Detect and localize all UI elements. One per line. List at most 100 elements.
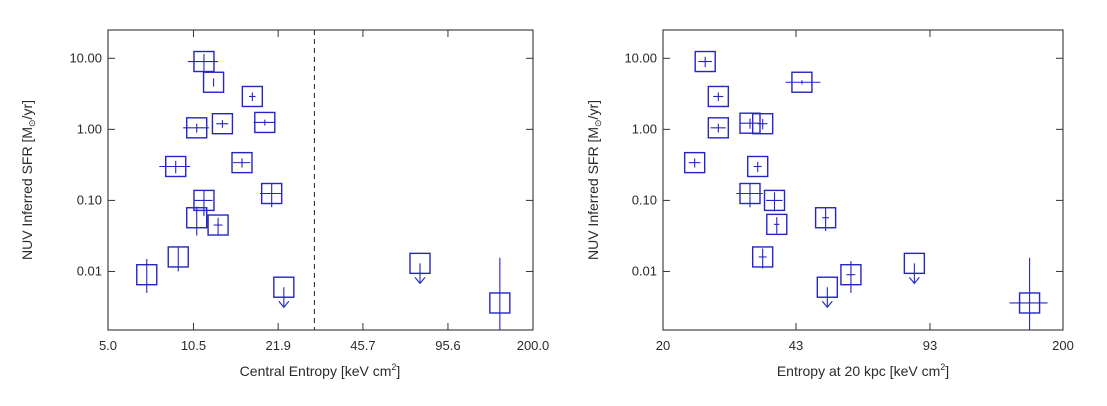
y-tick-label: 10.00 [624,50,657,65]
square-marker [241,85,264,108]
x-tick-label: 5.0 [99,338,117,353]
data-point [207,214,229,236]
x-tick-label: 10.5 [181,338,206,353]
data-point [763,189,786,212]
x-tick-label: 21.9 [266,338,291,353]
square-marker [683,151,706,174]
upper-limit-point [816,276,839,309]
data-point [231,151,253,174]
data-point [736,182,763,208]
x-tick-label: 93 [923,338,937,353]
y-tick-label: 1.00 [632,121,657,136]
right-panel: 20 43 93 200 0.01 0.10 1.00 10.00 Entropy at 2… [585,29,1074,379]
down-arrow-icon [821,300,833,309]
square-marker [814,207,837,229]
data-point [1009,257,1048,330]
square-marker [739,182,761,205]
data-point [167,246,189,272]
right-x-axis-label: Entropy at 20 kpc [keV cm2] [777,362,949,379]
down-arrow-icon [908,277,920,285]
data-point [785,71,821,93]
data-point [183,117,209,139]
down-arrow-icon [414,277,426,285]
square-marker [766,213,788,236]
data-point [489,257,511,330]
x-tick-label: 200 [1052,338,1074,353]
data-point [159,155,191,178]
square-marker [193,50,215,73]
down-arrow-icon [278,300,290,309]
right-plot-frame [662,29,1064,331]
data-point [187,50,219,73]
square-marker [165,155,187,178]
square-marker [840,264,862,286]
x-tick-label: 200.0 [517,338,550,353]
y-tick-label: 10.00 [69,50,102,65]
square-marker [707,85,730,108]
square-marker [489,292,511,314]
square-marker [694,50,716,73]
right-data-points [683,50,1048,330]
square-marker [186,207,208,229]
square-marker [707,117,730,139]
data-point [683,151,706,174]
data-point [751,113,774,135]
left-panel: 5.0 10.5 21.9 45.7 95.6 200.0 0.01 0.10 1.00 10.… [19,29,549,379]
square-marker [254,111,276,134]
square-marker [167,246,189,268]
data-point [202,71,225,93]
y-tick-label: 0.01 [77,263,102,278]
x-tick-label: 43 [789,338,803,353]
data-point [814,207,837,232]
square-marker [1018,292,1041,314]
y-tick-label: 0.01 [632,263,657,278]
square-marker [202,71,225,93]
y-tick-label: 0.10 [632,192,657,207]
data-point [253,111,276,134]
data-point [751,246,774,269]
left-plot-frame [107,29,534,331]
data-point [739,112,761,134]
left-x-axis-label: Central Entropy [keV cm2] [240,362,401,379]
data-point [136,258,158,293]
square-marker [211,113,234,135]
square-marker [747,155,769,178]
data-point [211,113,234,135]
data-point [259,182,283,208]
left-x-ticks: 5.0 10.5 21.9 45.7 95.6 200.0 [99,30,549,353]
left-y-ticks: 0.01 0.10 1.00 10.00 [69,50,533,278]
data-point [707,85,730,108]
x-tick-label: 45.7 [350,338,375,353]
upper-limit-point [903,252,926,285]
data-point [694,50,716,73]
x-tick-label: 20 [656,338,670,353]
y-tick-label: 1.00 [77,121,102,136]
square-marker [231,151,253,174]
data-point [193,189,215,217]
data-point [766,213,788,236]
y-tick-label: 0.10 [77,192,102,207]
right-x-ticks: 20 43 93 200 [656,30,1074,353]
data-point [707,117,730,139]
data-point [840,261,862,293]
data-point [241,85,264,108]
x-tick-label: 95.6 [435,338,460,353]
square-marker [791,71,813,93]
right-y-ticks: 0.01 0.10 1.00 10.00 [624,50,1063,278]
left-data-points [136,50,511,330]
square-marker [260,182,283,205]
square-marker [751,246,774,268]
square-marker [763,189,786,212]
square-marker [751,113,774,135]
square-marker [193,189,215,212]
data-point [186,206,208,236]
square-marker [186,117,208,139]
upper-limit-point [273,276,295,309]
square-marker [207,214,229,236]
right-y-axis-label: NUV Inferred SFR [M⊙/yr] [585,100,603,260]
upper-limit-point [409,252,431,285]
data-point [747,155,769,178]
left-y-axis-label: NUV Inferred SFR [M⊙/yr] [19,100,37,260]
square-marker [136,264,158,286]
